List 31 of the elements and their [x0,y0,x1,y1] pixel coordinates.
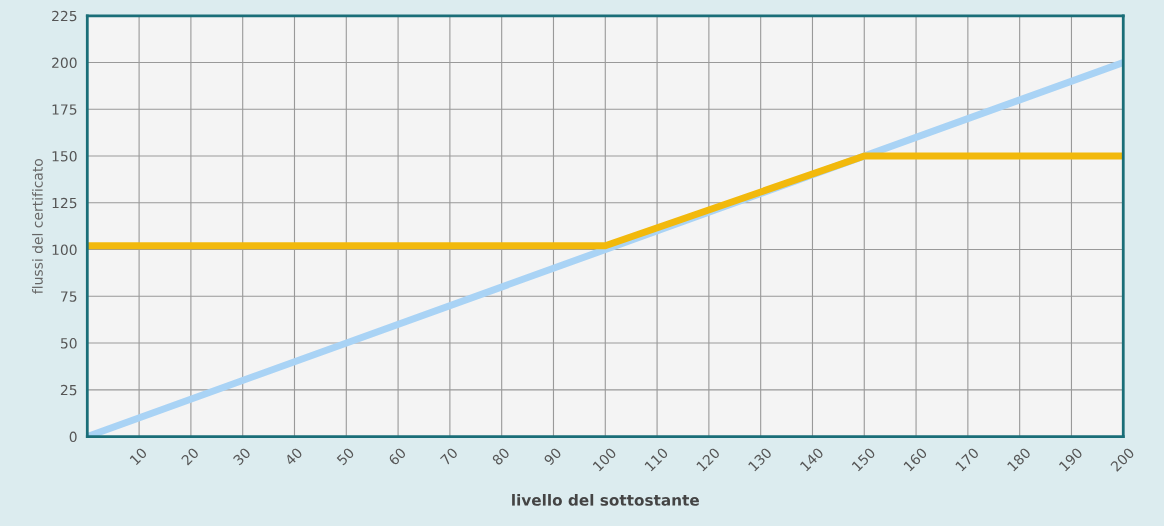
y-tick-label: 225 [52,10,77,22]
x-tick-label: 90 [543,447,562,466]
x-tick-label: 150 [851,447,876,472]
x-tick-label: 30 [232,447,252,466]
x-tick-label: 10 [129,447,148,466]
y-tick-label: 25 [60,384,77,396]
x-tick-label: 130 [747,447,773,472]
x-tick-label: 70 [439,447,459,466]
x-tick-label: 180 [1006,447,1032,472]
y-axis-title: flussi del certificato [32,158,43,294]
x-tick-label: 160 [903,447,928,472]
x-tick-label: 190 [1058,447,1084,472]
x-tick-label: 50 [336,447,355,466]
x-tick-label: 140 [799,447,825,472]
x-tick-label: 100 [592,447,617,472]
y-tick-label: 200 [52,57,77,69]
x-tick-label: 60 [387,447,407,466]
y-tick-label: 125 [52,197,77,209]
x-tick-label: 80 [491,447,511,466]
x-tick-label: 170 [954,447,980,472]
y-tick-label: 150 [52,151,77,162]
x-tick-label: 40 [284,447,303,466]
y-tick-label: 0 [69,431,77,443]
x-axis-title: livello del sottostante [512,494,699,506]
y-tick-label: 75 [61,291,77,302]
x-tick-label: 120 [696,447,721,472]
x-tick-label: 20 [180,447,200,466]
x-tick-label: 110 [644,447,669,472]
y-tick-label: 175 [52,104,77,115]
y-tick-label: 100 [52,244,77,256]
y-tick-label: 50 [60,338,77,349]
